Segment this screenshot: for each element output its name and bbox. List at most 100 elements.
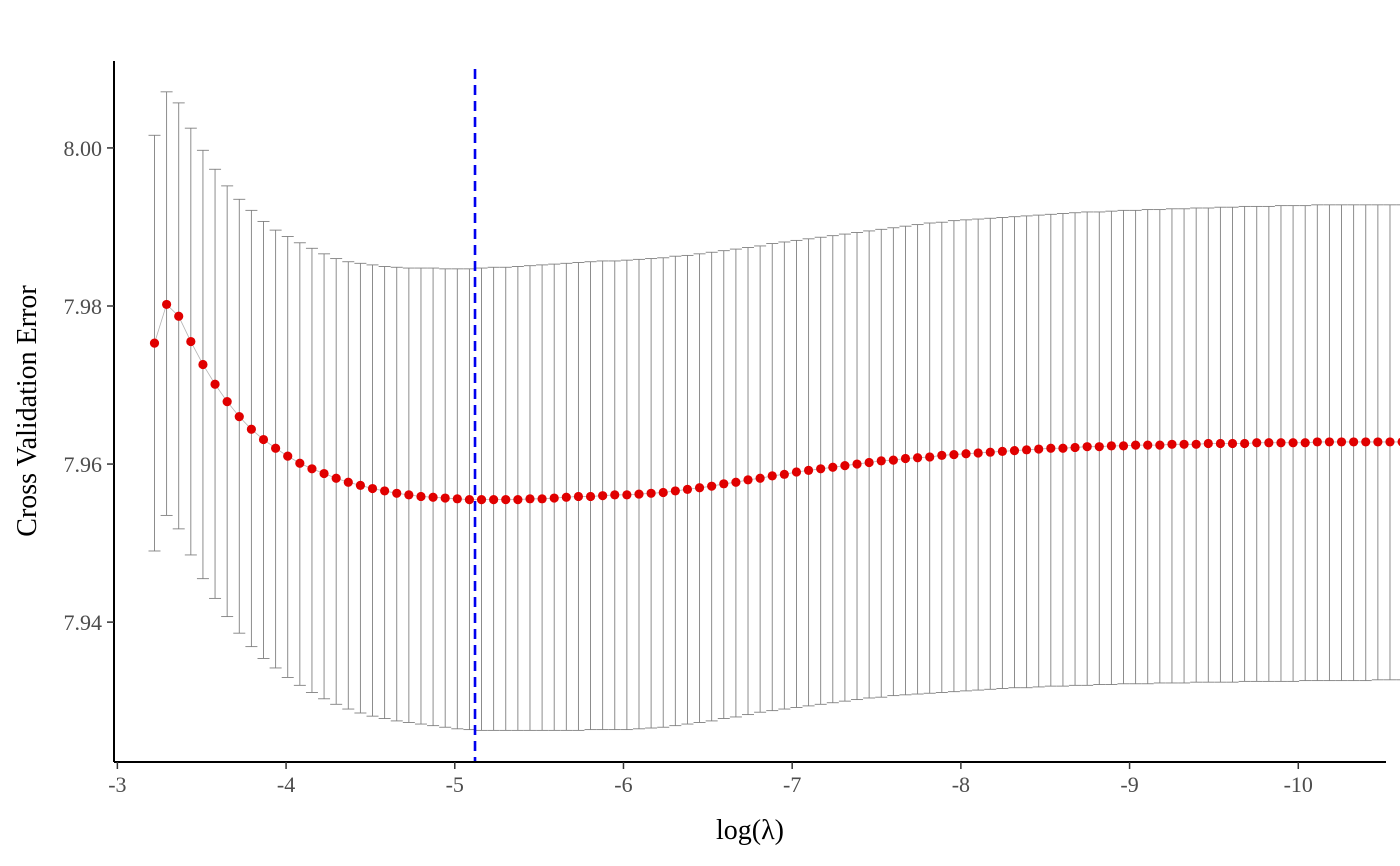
mean-point	[949, 449, 959, 460]
mean-point	[489, 495, 499, 505]
mean-point	[416, 491, 426, 502]
mean-point	[1155, 440, 1165, 450]
mean-point	[634, 489, 644, 499]
mean-point	[537, 494, 547, 504]
mean-point	[888, 455, 898, 465]
mean-point	[1373, 437, 1383, 447]
mean-point	[525, 494, 535, 504]
mean-point	[852, 459, 862, 469]
mean-point	[973, 448, 983, 458]
x-tick-label: -7	[783, 772, 801, 797]
mean-point	[1240, 438, 1250, 449]
axes	[113, 61, 1386, 763]
mean-point	[186, 336, 196, 347]
mean-point	[779, 469, 789, 479]
mean-point	[1058, 443, 1068, 453]
mean-point	[900, 453, 911, 464]
mean-point	[1385, 437, 1395, 447]
mean-point	[549, 493, 559, 503]
mean-point	[307, 464, 317, 474]
mean-point	[440, 493, 450, 503]
y-tick-label: 8.00	[64, 136, 103, 161]
mean-point	[561, 492, 571, 502]
mean-point	[1264, 438, 1274, 448]
mean-point	[234, 412, 244, 422]
mean-point	[840, 461, 850, 471]
mean-point	[1397, 437, 1400, 447]
mean-point	[367, 483, 378, 494]
mean-point	[1252, 438, 1262, 448]
mean-point	[1288, 438, 1298, 448]
x-tick-label: -5	[446, 772, 464, 797]
mean-point	[1203, 438, 1213, 449]
mean-point	[476, 495, 487, 505]
mean-point	[731, 477, 741, 487]
mean-point	[598, 491, 608, 501]
x-tick-label: -8	[952, 772, 970, 797]
mean-point	[743, 475, 753, 485]
mean-point	[1300, 438, 1310, 448]
mean-point	[925, 452, 935, 462]
mean-point	[816, 464, 826, 474]
mean-point	[464, 495, 475, 505]
mean-point	[912, 453, 923, 463]
mean-point	[198, 359, 208, 370]
mean-point	[864, 457, 874, 468]
mean-point	[585, 491, 596, 502]
x-tick-label: -9	[1120, 772, 1138, 797]
x-ticks: -3 -4 -5 -6 -7 -8 -9 -10	[108, 762, 1313, 797]
mean-point	[997, 446, 1007, 457]
mean-point	[404, 490, 414, 500]
mean-point	[392, 488, 402, 498]
mean-point	[1349, 437, 1359, 447]
mean-point	[1215, 438, 1226, 449]
mean-point	[1276, 438, 1286, 448]
mean-point	[694, 483, 705, 493]
mean-point	[876, 456, 886, 466]
mean-point	[1336, 437, 1347, 447]
mean-point	[283, 451, 293, 461]
mean-point	[210, 379, 220, 389]
mean-point	[271, 443, 281, 453]
mean-point	[658, 487, 668, 498]
x-tick-label: -3	[108, 772, 126, 797]
mean-point	[719, 479, 729, 489]
mean-point	[1118, 441, 1129, 451]
mean-point	[1143, 440, 1153, 450]
mean-point	[803, 465, 814, 475]
mean-point	[610, 490, 620, 500]
mean-point	[331, 473, 341, 483]
mean-point	[1070, 442, 1080, 453]
mean-point	[162, 299, 172, 310]
mean-point	[355, 480, 366, 490]
mean-point	[791, 467, 802, 477]
x-tick-label: -10	[1284, 772, 1313, 797]
mean-point	[246, 424, 256, 434]
y-axis-title: Cross Validation Error	[12, 285, 43, 537]
mean-point	[767, 471, 777, 481]
mean-point	[258, 434, 269, 445]
mean-point	[380, 486, 390, 496]
mean-point	[513, 495, 523, 505]
mean-point	[149, 338, 160, 348]
mean-point	[670, 486, 680, 496]
y-tick-label: 7.96	[64, 452, 103, 477]
mean-point	[1022, 445, 1032, 455]
mean-point	[961, 449, 971, 459]
mean-point	[622, 490, 632, 500]
mean-point	[222, 397, 232, 407]
y-ticks: 7.94 7.96 7.98 8.00	[64, 136, 114, 635]
mean-point	[707, 481, 717, 491]
mean-point	[985, 447, 995, 457]
mean-point	[1179, 439, 1189, 449]
mean-point	[682, 484, 693, 494]
mean-point	[174, 311, 184, 321]
x-tick-label: -6	[614, 772, 632, 797]
mean-points	[149, 299, 1400, 505]
mean-point	[1227, 438, 1238, 449]
mean-point	[1106, 441, 1116, 451]
x-axis-title: log(λ)	[716, 815, 784, 846]
y-tick-label: 7.94	[64, 610, 103, 635]
mean-point	[1094, 442, 1104, 452]
